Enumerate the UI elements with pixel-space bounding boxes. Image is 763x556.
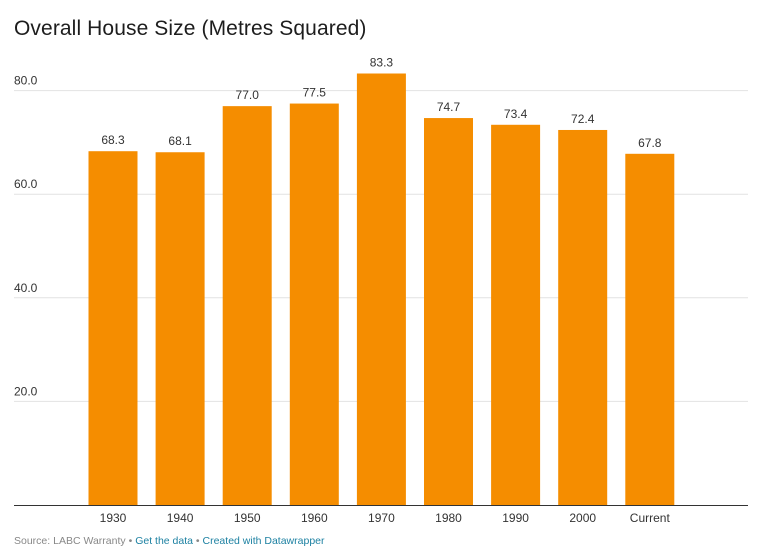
- value-label: 83.3: [370, 56, 394, 70]
- bar-1930[interactable]: [88, 151, 138, 505]
- x-tick-label: Current: [630, 511, 671, 525]
- bar-1940[interactable]: [155, 152, 205, 505]
- value-label: 68.3: [101, 133, 125, 147]
- value-label: 68.1: [168, 134, 192, 148]
- footer-separator: •: [128, 535, 133, 547]
- datawrapper-link[interactable]: Created with Datawrapper: [202, 535, 325, 547]
- footer-separator: •: [195, 535, 200, 547]
- x-tick-label: 1940: [167, 511, 194, 525]
- value-labels: 68.3 68.1 77.0 77.5 83.3 74.7 73.4 72.4 67.8: [101, 56, 661, 150]
- x-tick-labels: 1930 1940 1950 1960 1970 1980 1990 2000 Current: [100, 511, 671, 525]
- x-tick-label: 2000: [569, 511, 596, 525]
- chart-title: Overall House Size (Metres Squared): [14, 17, 367, 40]
- bar-2000[interactable]: [558, 129, 608, 505]
- y-tick-label: 60.0: [14, 177, 38, 191]
- get-data-link[interactable]: Get the data: [135, 535, 193, 547]
- bar-current[interactable]: [625, 153, 675, 505]
- x-tick-label: 1950: [234, 511, 261, 525]
- x-tick-label: 1960: [301, 511, 328, 525]
- y-tick-label: 40.0: [14, 281, 38, 295]
- source-text: Source: LABC Warranty: [14, 535, 126, 547]
- bars: [88, 73, 675, 506]
- bar-1960[interactable]: [289, 103, 339, 506]
- x-tick-label: 1990: [502, 511, 529, 525]
- bar-1950[interactable]: [222, 106, 272, 505]
- value-label: 77.5: [303, 86, 327, 100]
- value-label: 67.8: [638, 136, 662, 150]
- x-tick-label: 1980: [435, 511, 462, 525]
- x-tick-label: 1930: [100, 511, 127, 525]
- value-label: 73.4: [504, 107, 528, 121]
- value-label: 72.4: [571, 112, 595, 126]
- y-tick-label: 80.0: [14, 74, 38, 88]
- value-label: 74.7: [437, 100, 461, 114]
- footer: Source: LABC Warranty • Get the data • C…: [14, 535, 325, 547]
- bar-1970[interactable]: [356, 73, 406, 506]
- value-label: 77.0: [236, 88, 260, 102]
- y-tick-label: 20.0: [14, 384, 38, 398]
- bar-1980[interactable]: [424, 118, 473, 505]
- bar-1990[interactable]: [491, 124, 541, 506]
- x-tick-label: 1970: [368, 511, 395, 525]
